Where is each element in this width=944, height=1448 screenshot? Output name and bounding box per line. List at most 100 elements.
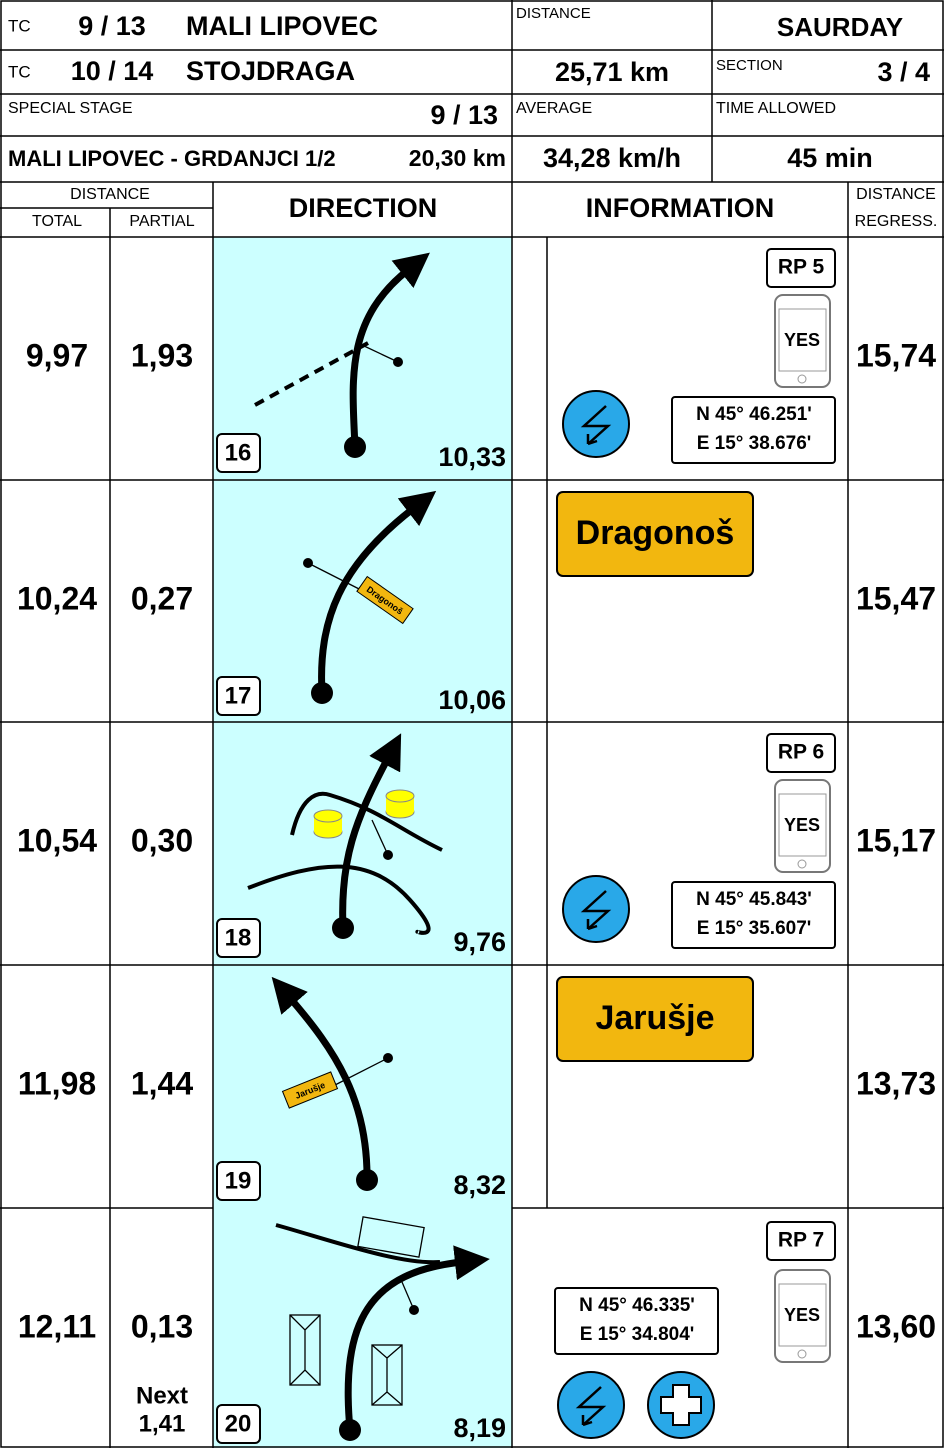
average-label: AVERAGE bbox=[516, 100, 592, 117]
total: 10,24 bbox=[17, 580, 97, 616]
regress: 15,47 bbox=[856, 580, 936, 616]
regress: 15,17 bbox=[856, 822, 936, 858]
special-stage-label: SPECIAL STAGE bbox=[8, 100, 132, 117]
coords: N 45° 46.251' bbox=[696, 404, 812, 425]
lightning-icon bbox=[580, 405, 612, 446]
phone-text: YES bbox=[784, 330, 820, 350]
distance-label: DISTANCE bbox=[516, 5, 591, 22]
tc-number: 10 / 14 bbox=[71, 56, 154, 86]
coords: E 15° 34.804' bbox=[580, 1324, 695, 1345]
tc-name: MALI LIPOVEC bbox=[186, 11, 378, 41]
coords: N 45° 46.335' bbox=[579, 1295, 695, 1316]
coords-box bbox=[671, 396, 836, 464]
direction-distance: 10,33 bbox=[438, 442, 506, 472]
phone-text: YES bbox=[784, 1305, 820, 1325]
special-stage-name: MALI LIPOVEC - GRDANJCI 1/2 bbox=[8, 146, 336, 171]
special-stage-number: 9 / 13 bbox=[430, 100, 498, 130]
phone-text: YES bbox=[784, 815, 820, 835]
direction-distance: 8,19 bbox=[453, 1413, 506, 1443]
box-frame bbox=[216, 918, 261, 958]
section-value: 3 / 4 bbox=[877, 57, 930, 87]
box-number: 19 bbox=[225, 1167, 252, 1194]
next: Next bbox=[136, 1382, 188, 1409]
box-number: 18 bbox=[225, 924, 252, 951]
coords: E 15° 38.676' bbox=[697, 433, 812, 454]
direction-bg bbox=[213, 237, 512, 1448]
box-frame bbox=[216, 1161, 261, 1201]
box-number: 20 bbox=[225, 1410, 252, 1437]
diagram-19: Jarušje bbox=[271, 976, 393, 1191]
total: 10,54 bbox=[17, 822, 97, 858]
regress: 15,74 bbox=[856, 337, 936, 373]
coords-box bbox=[554, 1287, 719, 1355]
diagram-17: Dragonoš bbox=[303, 490, 437, 704]
special-stage-length: 20,30 km bbox=[409, 145, 506, 171]
partial: 0,30 bbox=[131, 822, 193, 858]
medical-icon bbox=[660, 1384, 702, 1426]
total: 12,11 bbox=[18, 1308, 96, 1344]
lightning-icon bbox=[580, 890, 612, 931]
lightning-icon bbox=[557, 1371, 625, 1439]
col-direction: DIRECTION bbox=[289, 193, 438, 223]
time-allowed-value: 45 min bbox=[787, 143, 873, 173]
box-frame bbox=[216, 433, 261, 473]
total: 11,98 bbox=[18, 1065, 96, 1101]
phone-button bbox=[797, 374, 807, 384]
col-regress: REGRESS. bbox=[855, 213, 938, 230]
coords: E 15° 35.607' bbox=[697, 918, 812, 939]
time-allowed-label: TIME ALLOWED bbox=[716, 100, 836, 117]
col-regress: DISTANCE bbox=[856, 186, 936, 203]
col-total: TOTAL bbox=[32, 213, 82, 230]
partial: 1,93 bbox=[131, 337, 193, 373]
col-distance: DISTANCE bbox=[70, 186, 150, 203]
phone-button bbox=[797, 1349, 807, 1359]
col-information: INFORMATION bbox=[586, 193, 774, 223]
rp-box bbox=[766, 248, 836, 288]
box-frame bbox=[216, 1404, 261, 1444]
phone-screen bbox=[778, 308, 827, 372]
rp: RP 5 bbox=[778, 256, 825, 279]
tc-number: 9 / 13 bbox=[78, 11, 146, 41]
sign bbox=[556, 491, 754, 577]
lightning-icon bbox=[575, 1386, 607, 1427]
tc-label: TC bbox=[8, 16, 31, 35]
lightning-icon bbox=[562, 390, 630, 458]
phone-button bbox=[797, 859, 807, 869]
average-value: 34,28 km/h bbox=[543, 143, 681, 173]
coords-box bbox=[671, 881, 836, 949]
partial: 0,27 bbox=[131, 580, 193, 616]
tc-label: TC bbox=[8, 62, 31, 81]
lightning-icon bbox=[562, 875, 630, 943]
diagram-18 bbox=[247, 733, 443, 939]
diagram-20 bbox=[275, 1216, 490, 1441]
tc-name: STOJDRAGA bbox=[186, 56, 355, 86]
regress: 13,73 bbox=[856, 1065, 936, 1101]
rp-box bbox=[766, 1221, 836, 1261]
box-number: 17 bbox=[225, 682, 252, 709]
phone-screen bbox=[778, 793, 827, 857]
rp: RP 6 bbox=[778, 741, 824, 764]
phone-screen bbox=[778, 1283, 827, 1347]
direction-distance: 10,06 bbox=[438, 685, 506, 715]
total: 9,97 bbox=[26, 337, 88, 373]
sign bbox=[556, 976, 754, 1062]
box-number: 16 bbox=[225, 439, 252, 466]
diagram-16 bbox=[254, 252, 430, 458]
rp: RP 7 bbox=[778, 1229, 824, 1252]
box-frame bbox=[216, 676, 261, 716]
direction-distance: 9,76 bbox=[453, 927, 506, 957]
col-partial: PARTIAL bbox=[129, 213, 194, 230]
partial: 1,44 bbox=[131, 1065, 193, 1101]
section-label: SECTION bbox=[716, 57, 783, 74]
rp-box bbox=[766, 733, 836, 773]
regress: 13,60 bbox=[856, 1308, 936, 1344]
coords: N 45° 45.843' bbox=[696, 889, 812, 910]
partial: 0,13 bbox=[131, 1308, 193, 1344]
distance-value: 25,71 km bbox=[555, 57, 669, 87]
direction-distance: 8,32 bbox=[453, 1170, 506, 1200]
sign-text: Jarušje bbox=[595, 999, 714, 1037]
sign-text: Dragonoš bbox=[576, 514, 735, 552]
day: SAURDAY bbox=[777, 12, 903, 42]
